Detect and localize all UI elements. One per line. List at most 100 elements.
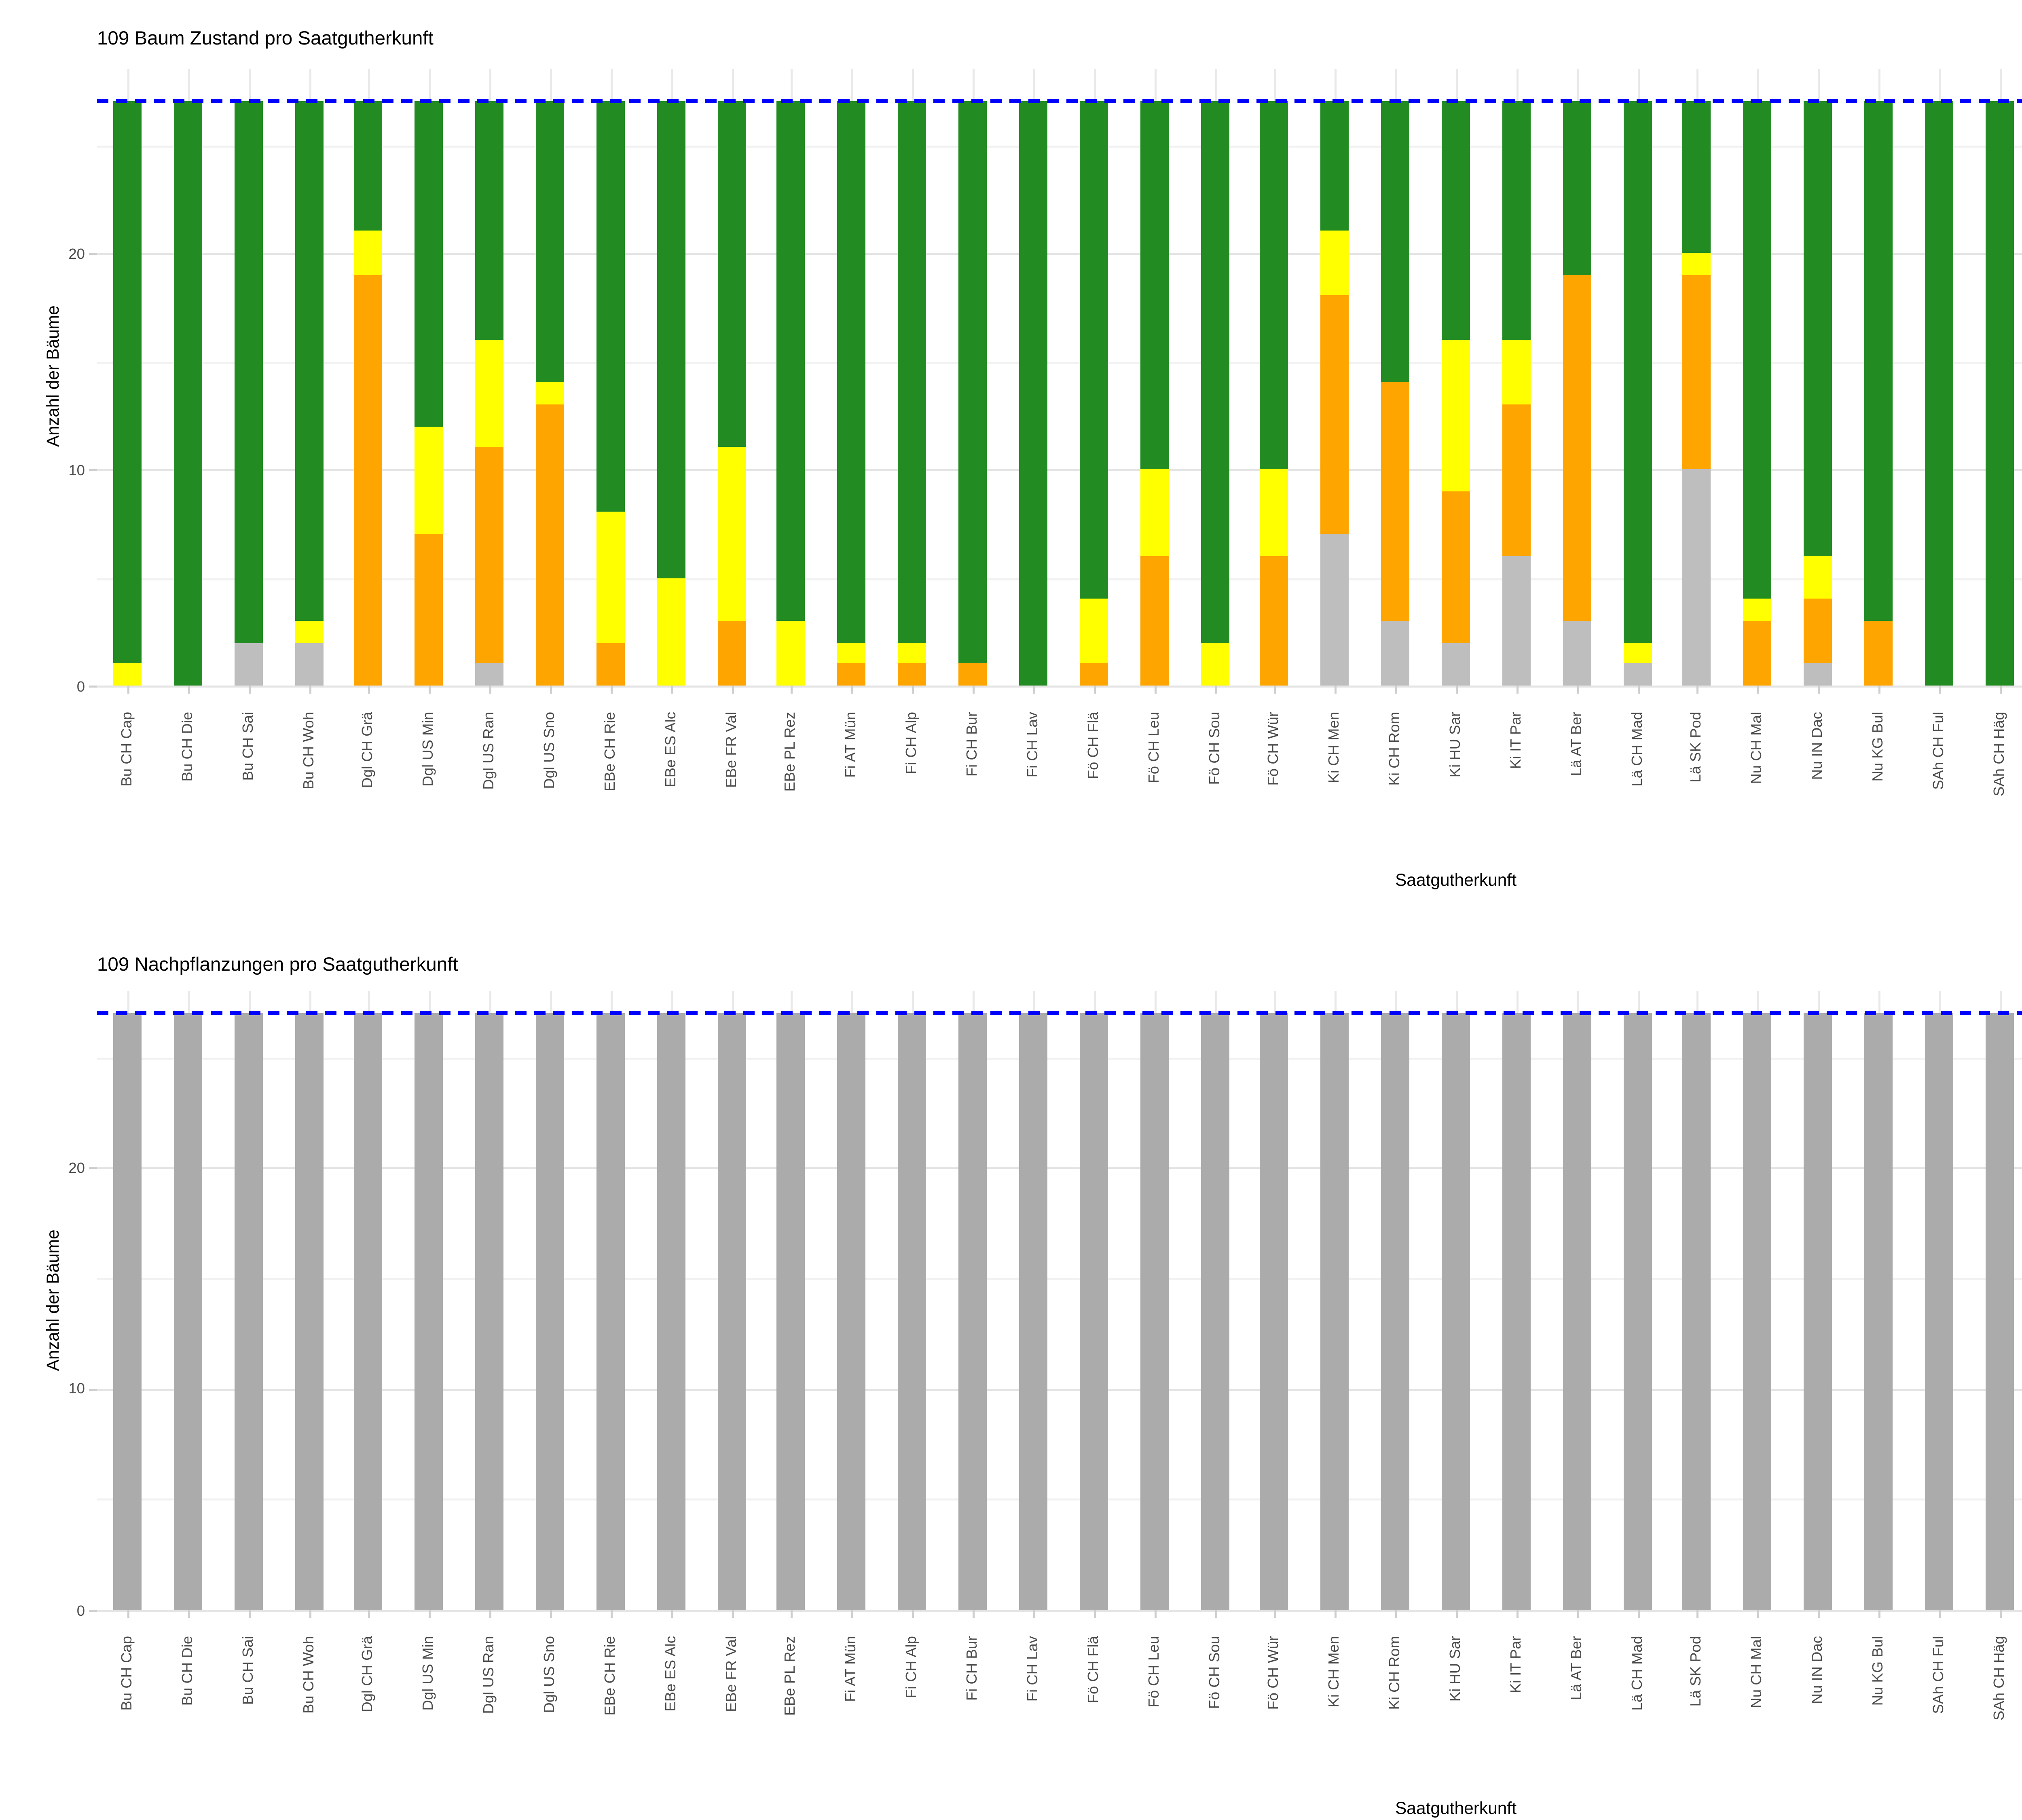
x-axis-tick [429,686,431,694]
x-axis-tick [1758,1610,1760,1618]
x-tick-label-text: Bu CH Cap [117,1636,135,1711]
x-axis-tick [1214,686,1216,694]
x-tick-label-text: Dgl US Min [419,712,438,787]
x-axis-tick [791,686,794,694]
bar-segment [475,664,504,686]
y-axis-tick [89,253,97,255]
x-tick-label-text: Nu KG Bul [1868,1636,1887,1706]
x-tick-label-text: SAh CH Ful [1929,712,1947,790]
x-axis-tick [791,1610,794,1618]
minor-gridline [97,1057,2022,1059]
x-tick-label-text: Dgl CH Grä [358,712,377,788]
x-axis-tick [248,686,250,694]
x-axis-tick [1576,686,1579,694]
baum-zustand-chart-title: 109 Baum Zustand pro Saatgutherkunft [97,28,434,51]
bar-segment [898,664,926,686]
bar-segment [596,1013,625,1610]
bar-segment [1743,1013,1772,1610]
x-axis-tick [912,1610,914,1618]
bar-segment [958,664,987,686]
bar-segment [717,620,745,686]
bar-segment [234,642,262,686]
bar-segment [234,1013,262,1610]
x-axis-tick [368,686,371,694]
x-tick-label-text: Nu CH Mal [1747,1636,1766,1708]
bar-segment [113,101,142,664]
x-tick-label-text: Lä SK Pod [1687,1636,1706,1707]
bar-segment [838,101,866,643]
bar-segment [898,101,926,643]
x-tick-label-text: Fö CH Sou [1204,712,1223,785]
bar-segment [1622,642,1651,664]
x-tick-label-text: Fö CH Flä [1083,712,1102,779]
x-axis-tick [127,1610,129,1618]
bar-segment [596,101,625,513]
bar-segment [1140,1013,1168,1610]
bar-segment [475,447,504,664]
bar-segment [1743,620,1772,686]
x-axis-tick [610,686,613,694]
bar-segment [838,664,866,686]
x-axis-tick [1818,1610,1820,1618]
bar-segment [294,620,323,643]
x-tick-label-text: Lä AT Ber [1566,712,1585,776]
bar-segment [596,512,625,643]
x-tick-label-text: Nu IN Dac [1808,1636,1826,1704]
x-tick-label-text: Bu CH Die [177,712,196,782]
x-axis-tick [1878,1610,1881,1618]
bar-segment [1985,1013,2014,1610]
x-axis-tick [1395,686,1398,694]
dashed-reference-line [97,1011,2022,1015]
x-axis-tick [1456,1610,1458,1618]
x-axis-tick [1999,686,2001,694]
x-tick-label-text: Fö CH Leu [1144,712,1162,783]
y-axis-tick [89,469,97,471]
bar-segment [1321,1013,1349,1610]
bar-segment [717,447,745,621]
bar-segment [1019,101,1047,686]
bar-segment [1140,469,1168,556]
major-gridline [97,1610,2022,1612]
y-tick-label: 10 [68,1379,85,1398]
x-axis-tick [489,1610,492,1618]
bar-segment [1925,1013,1953,1610]
bar-segment [1079,101,1108,599]
x-axis-tick [550,1610,552,1618]
x-axis-tick [1033,1610,1035,1618]
x-tick-label-text: Nu CH Mal [1747,712,1766,784]
x-tick-label-text: Dgl US Sno [540,1636,558,1713]
x-axis-tick [973,686,975,694]
bar-segment [1260,1013,1289,1610]
x-axis-tick [1456,686,1458,694]
x-axis-tick [1395,1610,1398,1618]
bar-segment [1925,101,1953,686]
bar-segment [415,426,444,534]
dashed-reference-line [97,99,2022,103]
bar-segment [294,101,323,621]
bar-segment [1381,383,1410,621]
x-tick-label-text: Ki CH Rom [1385,1636,1404,1710]
bar-segment [1683,274,1712,469]
baum-zustand-plot-panel: Bu CH Cap Bu CH Die Bu CH Sai Bu CH Woh Dgl … [68,69,2022,796]
bar-segment [1442,642,1470,686]
bar-segment [1622,101,1651,643]
x-tick-label-text: Bu CH Woh [298,1636,317,1714]
x-axis-tick [1637,1610,1639,1618]
x-tick-label-text: SAh CH Ful [1929,1636,1947,1714]
x-axis-tick [852,686,854,694]
major-gridline [97,253,2022,255]
x-axis-tick [429,1610,431,1618]
bar-segment [1502,404,1531,556]
bar-segment [294,642,323,686]
x-tick-label-text: Dgl CH Grä [358,1636,377,1712]
bar-segment [113,1013,142,1610]
bar-segment [1200,1013,1229,1610]
x-axis-tick [1939,686,1941,694]
x-tick-label-text: Fi CH Bur [962,712,981,777]
bar-segment [1683,101,1712,253]
x-axis-tick [670,1610,673,1618]
bar-segment [1562,101,1591,275]
x-axis-tick [1154,1610,1156,1618]
bar-segment [1743,101,1772,599]
bar-segment [1743,599,1772,621]
